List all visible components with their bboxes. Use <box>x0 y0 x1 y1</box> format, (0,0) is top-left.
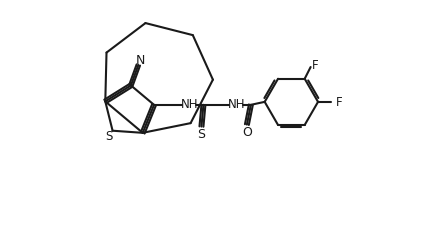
Text: F: F <box>335 96 342 109</box>
Text: NH: NH <box>181 98 198 111</box>
Text: NH: NH <box>228 98 246 111</box>
Text: N: N <box>136 54 145 67</box>
Text: F: F <box>312 58 319 71</box>
Text: S: S <box>105 130 112 142</box>
Text: S: S <box>198 127 205 140</box>
Text: O: O <box>242 125 252 138</box>
